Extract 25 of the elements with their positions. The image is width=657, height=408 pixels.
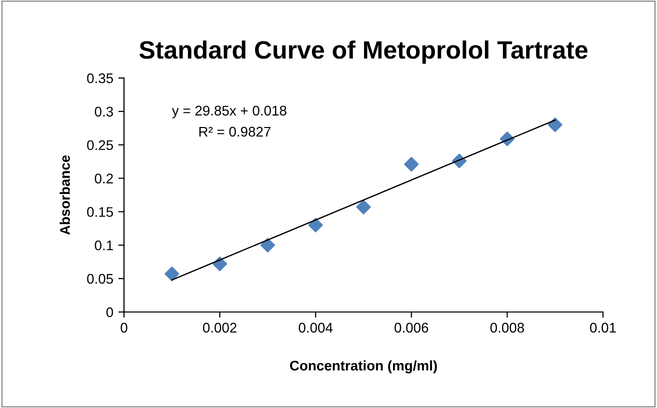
x-tick-label: 0.004: [298, 322, 333, 333]
x-tick-label: 0.006: [394, 322, 428, 333]
chart-title: Standard Curve of Metoprolol Tartrate: [139, 40, 588, 64]
point: [164, 266, 180, 282]
x-tick-label: 0.002: [202, 322, 236, 333]
x-tick-label: 0.01: [590, 322, 616, 333]
y-tick-label: 0.15: [87, 207, 114, 217]
annotation: R² = 0.9827: [199, 126, 271, 137]
y-tick-label: 0.2: [94, 174, 113, 184]
y-tick-label: 0: [106, 307, 114, 318]
y-tick-label: 0.05: [87, 274, 114, 284]
y-tick-label: 0.3: [94, 106, 113, 117]
point: [404, 156, 419, 172]
x-axis-title: Concentration (mg/ml): [290, 360, 437, 374]
annotation: y = 29.85x + 0.018: [172, 106, 286, 118]
x-tick-label: 0: [120, 322, 128, 333]
y-axis-title: Absorbance: [60, 155, 70, 235]
point: [308, 218, 323, 232]
y-tick-label: 0.35: [87, 73, 114, 84]
x-tick-label: 0.008: [490, 322, 524, 333]
y-tick-label: 0.1: [94, 240, 113, 250]
point: [548, 118, 562, 132]
y-tick-label: 0.25: [87, 140, 114, 150]
point: [356, 200, 371, 214]
point: [260, 238, 275, 252]
